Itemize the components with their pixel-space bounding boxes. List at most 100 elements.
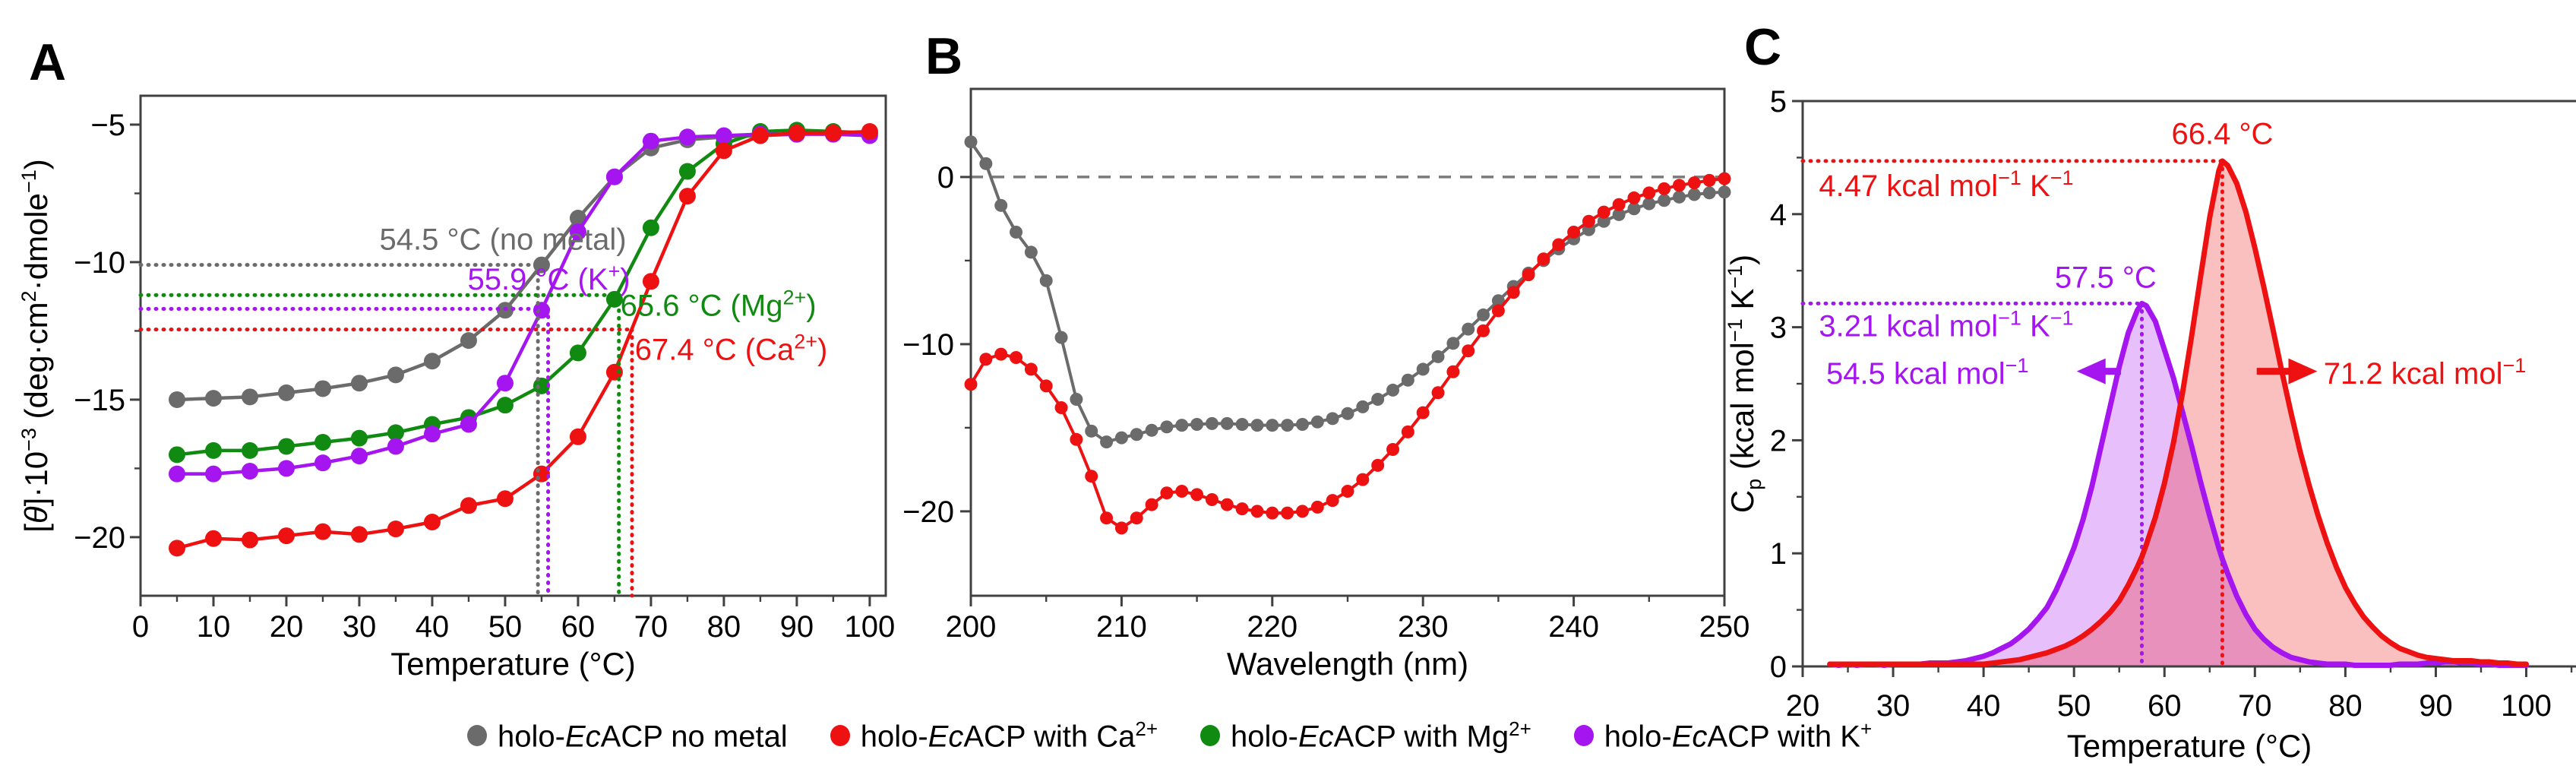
spectrum-marker-red [1477,324,1490,337]
series-marker-red [314,523,331,540]
series-marker-green [569,344,586,362]
series-marker-purple [387,438,404,455]
annotation-dsc-purple: 3.21 kcal mol−1 K−1 [1819,307,2073,343]
spectrum-marker-gray [1085,424,1098,438]
series-marker-gray [204,390,222,407]
series-marker-gray [277,384,295,401]
series-marker-gray [533,256,550,274]
y-axis-title-group: [θ]·10−3 (deg·cm2·dmole−1) [17,159,54,533]
spectrum-marker-red [1235,502,1249,516]
spectrum-marker-red [1266,506,1279,520]
x-tick-label: 50 [2057,689,2091,723]
spectrum-marker-red [1567,226,1581,239]
spectrum-marker-gray [1024,245,1038,259]
legend-label: holo-EcACP with Ca2+ [860,717,1158,754]
panel-letter-b: B [925,27,963,85]
series-marker-purple [277,460,295,477]
annotation-tm-purple: 55.9 °C (K+) [467,260,630,296]
x-tick-label: 40 [416,610,450,644]
x-tick-label: 10 [197,610,231,644]
spectrum-marker-gray [1281,419,1294,432]
x-tick-label: 30 [343,610,377,644]
y-tick-label: 2 [1770,424,1787,457]
spectrum-marker-red [1356,473,1370,486]
y-axis-title: [θ]·10−3 (deg·cm2·dmole−1) [17,159,54,533]
x-tick-label: 240 [1548,610,1599,644]
spectrum-marker-red [1190,488,1204,502]
spectrum-marker-red [1085,470,1098,483]
x-axis-title: Temperature (°C) [390,646,636,682]
spectrum-line-red [969,177,1725,530]
spectrum-marker-red [1175,485,1189,498]
x-tick-label: 90 [2419,689,2453,723]
legend-label: holo-EcACP with Mg2+ [1231,717,1531,754]
dsc-area-purple [1829,303,2527,666]
spectrum-marker-gray [1039,274,1053,287]
spectrum-marker-gray [1295,418,1309,432]
spectrum-marker-gray [1190,418,1204,432]
series-marker-purple [496,375,514,392]
spectrum-marker-gray [1235,418,1249,432]
spectrum-marker-gray [1130,428,1143,441]
spectrum-marker-red [1506,286,1520,299]
spectrum-marker-gray [1462,322,1475,336]
spectrum-marker-red [1416,406,1430,419]
series-marker-gray [350,375,368,392]
panel-letter-a: A [29,33,67,91]
spectrum-marker-gray [1431,350,1445,363]
y-axis-title: Cp (kcal mol−1 K−1) [1724,255,1765,513]
annotation-dsc-purple: 54.5 kcal mol−1 [1826,354,2028,391]
spectrum-marker-gray [994,198,1008,212]
spectrum-marker-gray [1145,423,1158,437]
spectrum-marker-gray [1160,420,1174,434]
y-tick-label: −15 [74,384,125,417]
spectrum-marker-red [994,347,1008,361]
x-tick-label: 200 [946,610,997,644]
spectrum-marker-gray [1386,383,1400,397]
series-marker-red [751,127,769,144]
x-tick-label: 70 [634,610,668,644]
spectrum-marker-red [1582,214,1595,228]
y-tick-label: −10 [902,328,954,362]
series-marker-green [241,441,258,459]
series-marker-red [569,428,586,445]
legend-item-no-metal: holo-EcACP no metal [467,717,788,754]
y-tick-label: −20 [902,495,954,529]
spectrum-marker-red [1718,172,1731,185]
dsc-area-red [1829,160,2527,666]
spectrum-marker-gray [1687,188,1701,201]
x-tick-label: 30 [1876,689,1911,723]
series-marker-purple [678,128,696,146]
series-marker-purple [168,465,185,483]
spectrum-marker-red [1401,425,1414,438]
spectrum-marker-gray [1597,214,1610,228]
spectrum-marker-gray [1401,373,1414,387]
panel-a-chart: 0 10 20 30 40 50 60 70 80 90 100 −5 −10 −15 −20 Tempera… [17,94,896,682]
series-marker-red [678,188,696,205]
series-marker-gray [423,353,441,370]
series-marker-gray [569,210,586,227]
x-tick-label: 20 [1786,689,1820,723]
series-marker-red [715,142,732,160]
spectrum-marker-red [1281,506,1294,520]
legend-item-k: holo-EcACP with K+ [1573,717,1872,754]
x-tick-label: 80 [707,610,741,644]
spectrum-marker-red [1687,176,1701,190]
annotation-tm-gray: 54.5 °C (no metal) [380,223,627,257]
series-marker-gray [168,391,185,408]
x-tick-label: 40 [1967,689,2001,723]
series-marker-red [642,273,659,290]
spectrum-marker-red [1114,521,1128,535]
series-marker-green [678,163,696,180]
spectrum-marker-red [1702,173,1716,187]
series-marker-red [460,497,477,514]
legend-item-ca: holo-EcACP with Ca2+ [830,717,1158,754]
spectrum-marker-red [1386,443,1400,457]
series-marker-red [423,514,441,531]
series-marker-green [642,219,659,236]
spectrum-marker-gray [1010,226,1023,239]
x-tick-label: 100 [2501,689,2552,723]
legend-item-mg: holo-EcACP with Mg2+ [1200,717,1531,754]
x-tick-label: 100 [845,610,896,644]
